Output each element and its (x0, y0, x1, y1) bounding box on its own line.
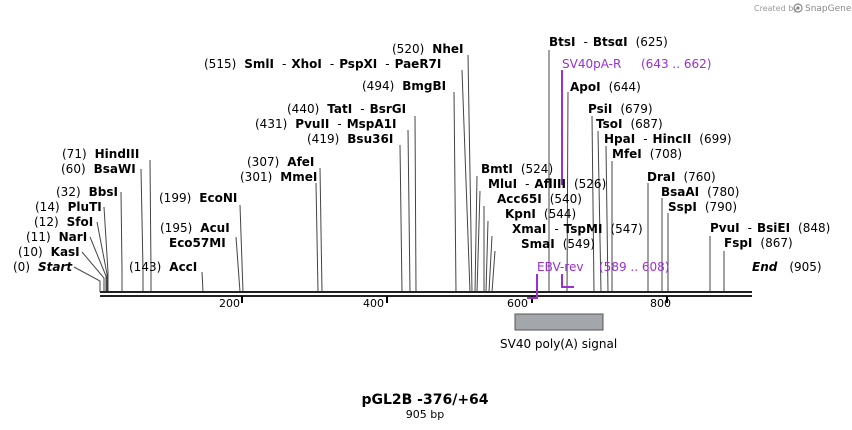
line-tsoi (597, 130, 602, 293)
tick-label: 600 (507, 297, 528, 310)
site-bsaai[interactable]: BsaAI (780) (661, 185, 739, 199)
site-mfei[interactable]: MfeI (708) (612, 147, 682, 161)
site-start[interactable]: (0) Start (13, 260, 73, 274)
site-xmai[interactable]: XmaI - TspMI (547) (512, 222, 643, 236)
site-btsi[interactable]: BtsI - BtsαI (625) (549, 35, 668, 49)
snapgene-brand: SnapGene (805, 4, 852, 14)
site-lines (73, 50, 725, 293)
site-acui[interactable]: (195) AcuI (160, 221, 230, 235)
line-hindiii (149, 159, 152, 292)
site-kpni[interactable]: KpnI (544) (505, 207, 576, 221)
line-pluti (103, 206, 109, 292)
site-nari[interactable]: (11) NarI (26, 230, 87, 244)
line-bmgbi (453, 91, 457, 293)
site-pluti[interactable]: (14) PluTI (35, 200, 102, 214)
site-psii[interactable]: PsiI (679) (588, 102, 653, 116)
sv40pa-r-label: SV40pA-R (562, 57, 621, 71)
tick-marks (241, 296, 668, 303)
site-hindiii[interactable]: (71) HindIII (62, 147, 139, 161)
tick-label: 200 (219, 297, 240, 310)
site-tsoi[interactable]: TsoI (687) (596, 117, 663, 131)
sv40pa-r-range: (643 .. 662) (641, 57, 711, 71)
sv40-polya-feature[interactable] (514, 313, 604, 331)
site-bmti[interactable]: BmtI (524) (481, 162, 553, 176)
line-ecori (239, 204, 244, 293)
line-afei (319, 167, 323, 293)
line-acci (201, 271, 204, 293)
site-mmei[interactable]: (301) MmeI (240, 170, 317, 184)
site-tati[interactable]: (440) TatI - BsrGI (287, 102, 406, 116)
site-afei[interactable]: (307) AfeI (247, 155, 314, 169)
line-kasi (81, 251, 105, 292)
site-pvui[interactable]: PvuI - BsiEI (848) (710, 221, 830, 235)
site-bsawi[interactable]: (60) BsaWI (61, 162, 136, 176)
site-acc65i[interactable]: Acc65I (540) (497, 192, 582, 206)
line-smli (461, 69, 471, 293)
line-nari (89, 236, 107, 292)
tick-label: 400 (363, 297, 384, 310)
site-smai[interactable]: SmaI (549) (521, 237, 595, 251)
site-nhei[interactable]: (520) NheI (392, 42, 463, 56)
line-kpni (485, 220, 489, 293)
line-bsu36i (399, 144, 403, 293)
site-hpai[interactable]: HpaI - HincII (699) (604, 132, 732, 146)
site-kasi[interactable]: (10) KasI (18, 245, 80, 259)
ebv-rev-range: (589 .. 608) (599, 260, 669, 274)
line-xmai (488, 235, 493, 293)
site-mlui[interactable]: MluI - AflIII (526) (488, 177, 606, 191)
site-end[interactable]: End (905) (752, 260, 822, 274)
site-sfoi[interactable]: (12) SfoI (34, 215, 93, 229)
created-by-label: Created by (754, 4, 798, 13)
site-sspi[interactable]: SspI (790) (668, 200, 737, 214)
ebv-rev-primer-arrow[interactable] (527, 274, 538, 299)
site-pvuii[interactable]: (431) PvuII - MspA1I (255, 117, 397, 131)
site-eco57mi[interactable]: Eco57MI (169, 236, 226, 250)
snapgene-logo-icon (793, 3, 803, 13)
site-acci[interactable]: (143) AccI (129, 260, 197, 274)
sv40-polya-label: SV40 poly(A) signal (500, 337, 617, 351)
plasmid-length: 905 bp (406, 408, 444, 421)
tick-label: 800 (650, 297, 671, 310)
line-smai (491, 250, 496, 293)
site-econi[interactable]: (199) EcoNI (159, 191, 237, 205)
line-hpai (605, 145, 609, 293)
sv40pa-r-primer-arrow[interactable] (561, 70, 574, 288)
plasmid-title: pGL2B -376/+64 (361, 392, 488, 408)
site-bsu36i[interactable]: (419) Bsu36I (307, 132, 393, 146)
line-apoi (566, 91, 569, 293)
line-start (73, 266, 101, 292)
site-smli[interactable]: (515) SmlI - XhoI - PspXI - PaeR7I (204, 57, 441, 71)
site-apoi[interactable]: ApoI (644) (570, 80, 641, 94)
line-bsawi (140, 168, 144, 292)
site-fspi[interactable]: FspI (867) (724, 236, 793, 250)
line-acui (235, 236, 241, 293)
site-bmgbi[interactable]: (494) BmgBI (362, 79, 446, 93)
line-tati (414, 115, 417, 293)
line-pvuii (407, 129, 411, 293)
line-mmei (315, 182, 319, 293)
line-bmti (474, 175, 478, 293)
line-sfoi (96, 221, 108, 292)
ebv-rev-label: EBV-rev (537, 260, 583, 274)
backbone (100, 291, 752, 297)
line-mlui (476, 190, 481, 293)
line-nhei (467, 54, 473, 293)
site-drai[interactable]: DraI (760) (647, 170, 716, 184)
line-psii (591, 115, 595, 293)
site-bbsi[interactable]: (32) BbsI (56, 185, 118, 199)
line-bbsi (120, 191, 123, 292)
